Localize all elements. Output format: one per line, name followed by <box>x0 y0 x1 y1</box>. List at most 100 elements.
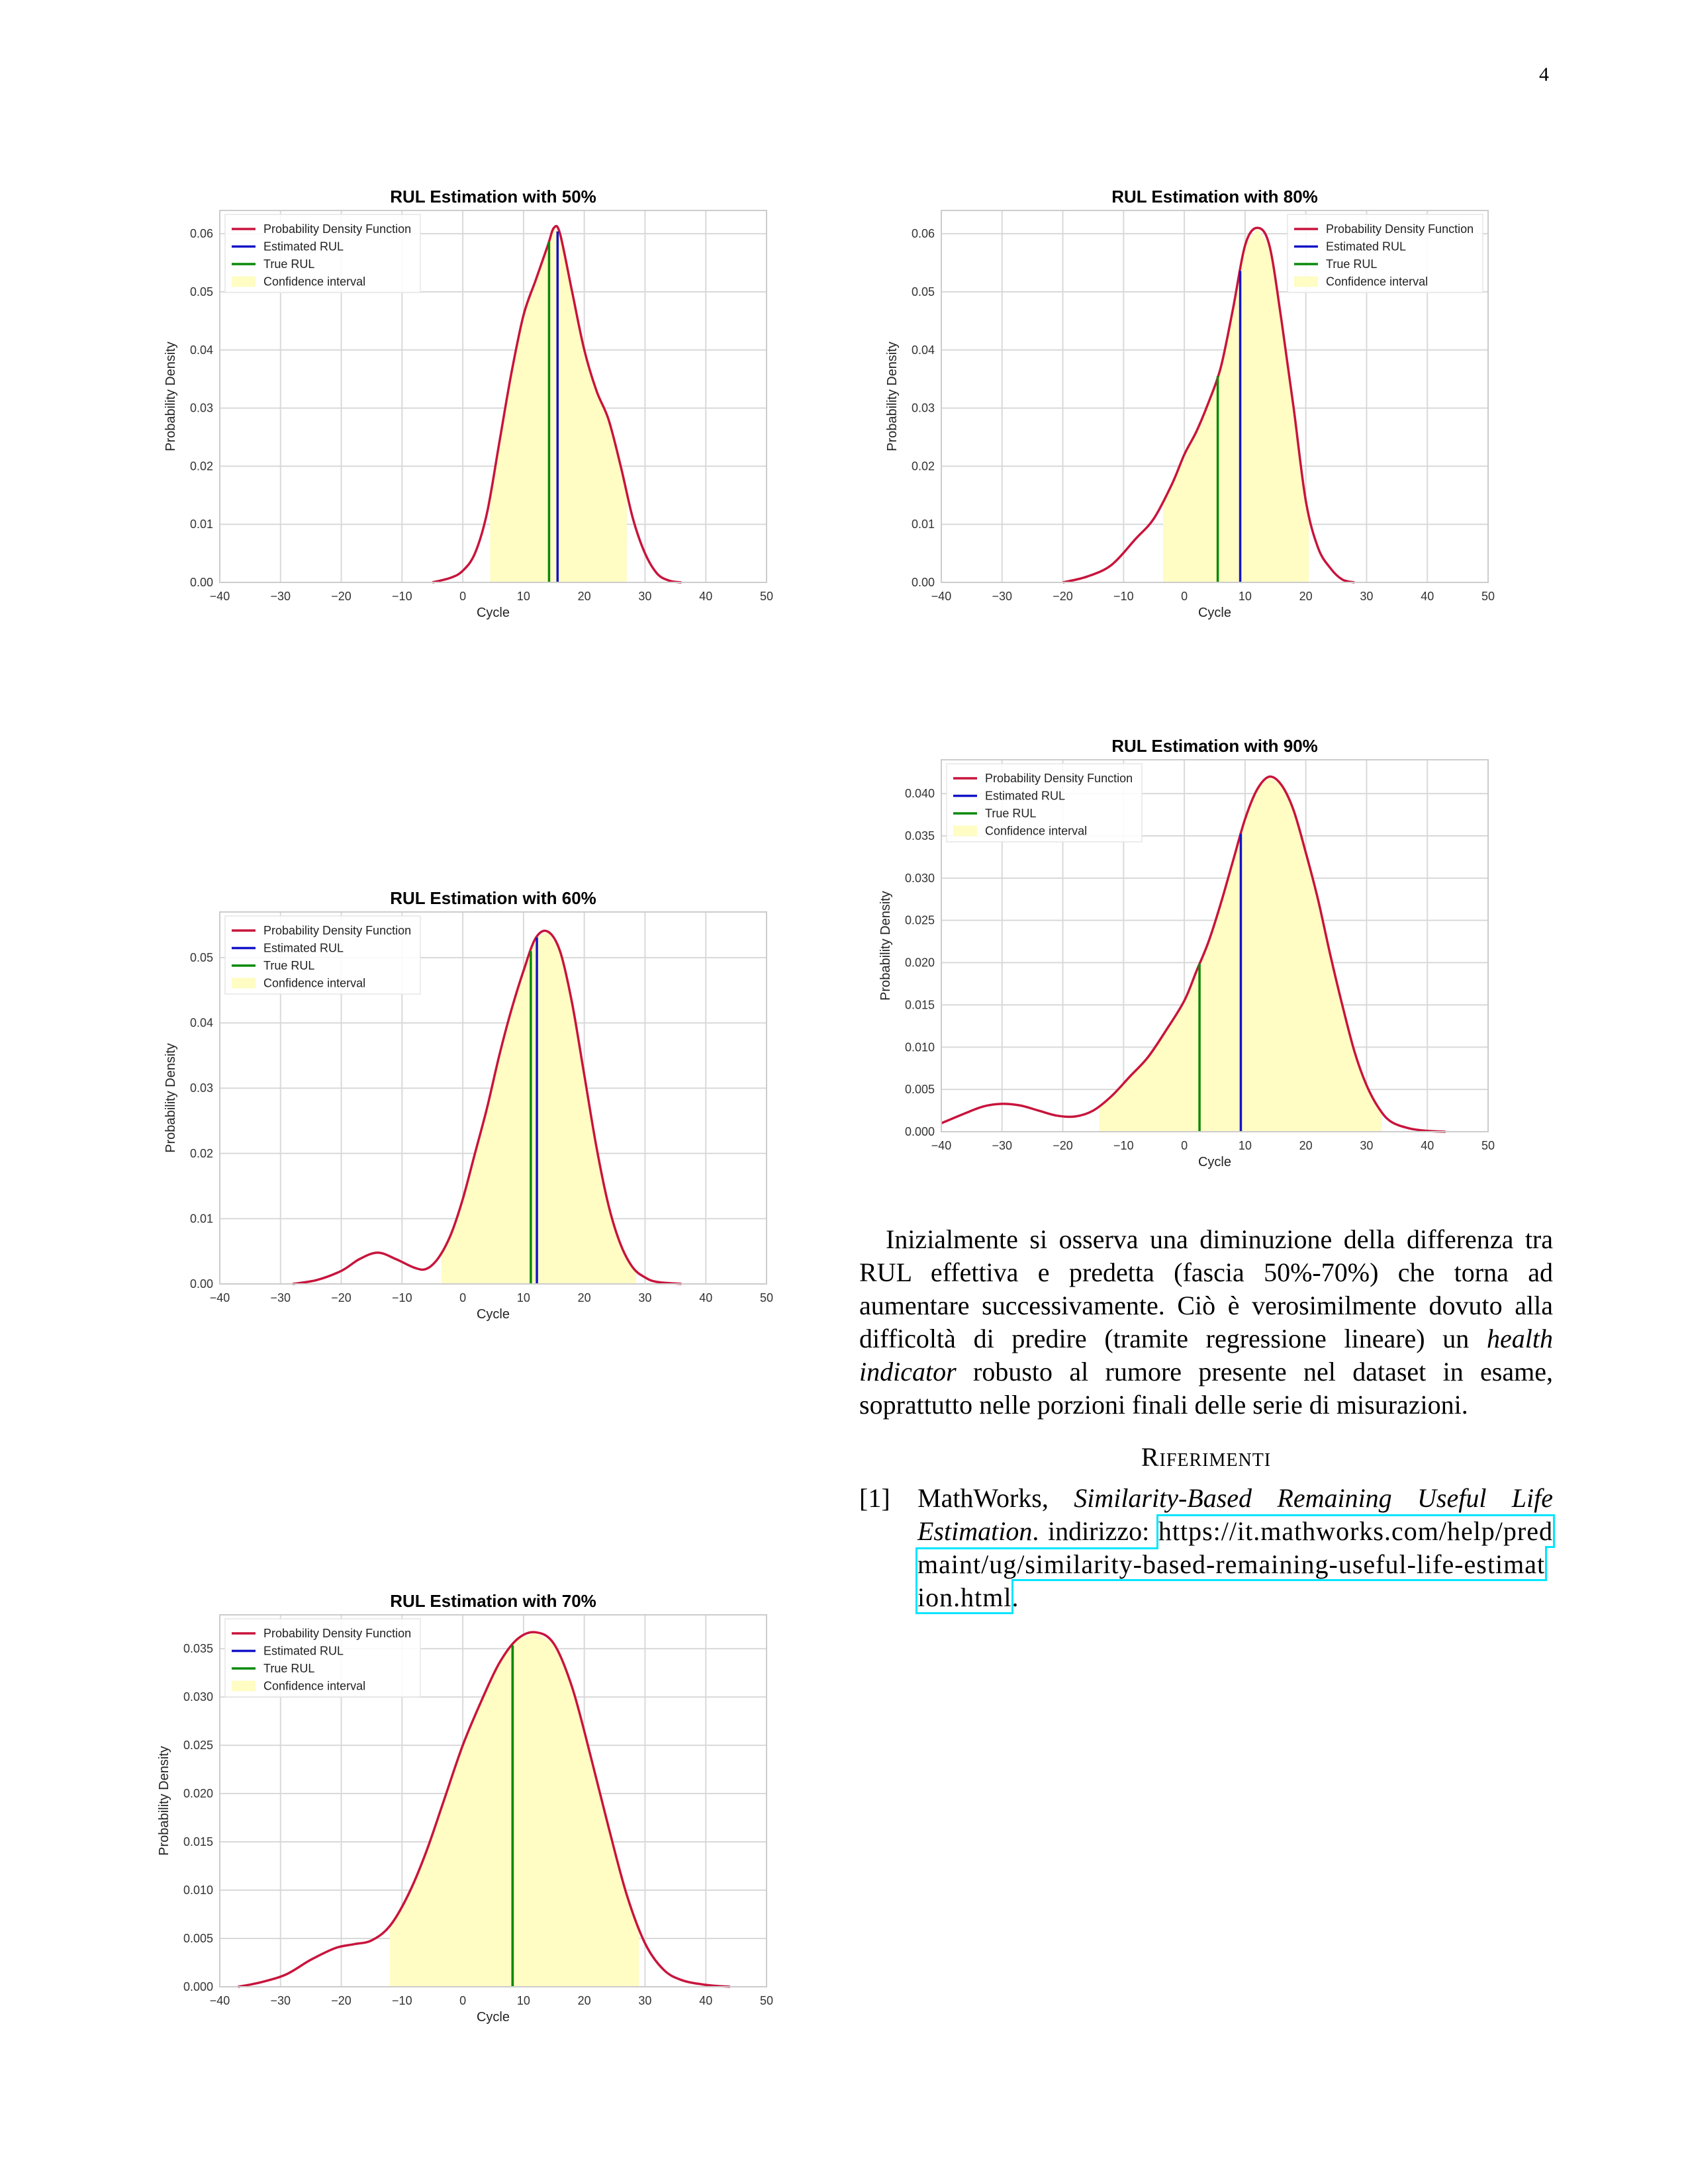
x-tick-label: −20 <box>1053 1139 1073 1152</box>
legend-pdf: Probability Density Function <box>1326 222 1474 236</box>
confidence-interval-area <box>441 933 636 1284</box>
legend-confidence-interval: Confidence interval <box>1326 275 1428 289</box>
x-tick-label: −10 <box>1113 590 1134 603</box>
legend-pdf: Probability Density Function <box>263 924 411 937</box>
references-heading: Riferimenti <box>1141 1442 1272 1472</box>
x-axis-label: Cycle <box>477 1307 510 1322</box>
x-tick-label: 0 <box>1181 590 1188 603</box>
pdf-curve <box>292 929 682 1285</box>
x-tick-label: 40 <box>1421 590 1434 603</box>
x-tick-label: 20 <box>1299 590 1313 603</box>
x-tick-label: −40 <box>210 1994 230 2007</box>
page-number: 4 <box>1539 64 1549 85</box>
plot-frame <box>219 911 767 1285</box>
x-tick-label: −30 <box>271 1994 291 2007</box>
legend-true-rul: True RUL <box>263 959 314 972</box>
legend-box <box>224 915 421 995</box>
x-tick-label: −30 <box>992 590 1013 603</box>
legend-confidence-interval: Confidence interval <box>263 1680 365 1693</box>
y-axis-label: Probability Density <box>885 341 900 451</box>
legend: Probability Density Function Estimated RU… <box>224 1618 421 1698</box>
legend-pdf: Probability Density Function <box>985 772 1133 785</box>
x-tick-label: 50 <box>760 1994 773 2007</box>
x-tick-label: 20 <box>578 590 591 603</box>
plot-frame <box>941 759 1489 1132</box>
x-tick-label: 10 <box>517 1994 530 2007</box>
y-tick-label: 0.030 <box>905 872 935 885</box>
legend-estimated-rul: Estimated RUL <box>263 1645 344 1658</box>
x-tick-label: −40 <box>210 1291 230 1304</box>
y-tick-label: 0.03 <box>912 402 935 415</box>
y-tick-label: 0.030 <box>183 1690 213 1704</box>
legend-estimated-rul: Estimated RUL <box>985 790 1065 803</box>
y-tick-label: 0.010 <box>905 1040 935 1054</box>
x-tick-label: −10 <box>392 1994 412 2007</box>
y-tick-label: 0.035 <box>183 1642 213 1655</box>
y-tick-label: 0.05 <box>912 285 935 298</box>
y-tick-label: 0.015 <box>905 998 935 1011</box>
reference-link[interactable]: https://it.mathworks.com/help/predmaint/… <box>915 1514 1555 1614</box>
pdf-curve <box>432 224 682 584</box>
x-tick-label: 50 <box>1481 590 1495 603</box>
legend: Probability Density Function Estimated RU… <box>224 214 421 293</box>
x-tick-label: −30 <box>992 1139 1013 1152</box>
chart-rul-50: RUL Estimation with 50% −40 −30 −20 −10 0 10 20… <box>164 187 773 620</box>
x-tick-label: −10 <box>1113 1139 1134 1152</box>
x-tick-label: −30 <box>271 590 291 603</box>
y-tick-label: 0.01 <box>190 518 213 531</box>
chart-rul-80: RUL Estimation with 80% −40 −30 −20 −10 0 10 20… <box>885 187 1495 620</box>
y-tick-label: 0.000 <box>183 1980 213 1993</box>
body-text-emph: health indicator <box>859 1324 1553 1387</box>
legend-confidence-interval: Confidence interval <box>985 825 1087 838</box>
body-text-1: Inizialmente si osserva una diminuzione … <box>859 1224 1553 1353</box>
x-tick-label: 20 <box>578 1994 591 2007</box>
legend-box <box>224 1618 421 1698</box>
x-tick-label: 50 <box>760 590 773 603</box>
x-tick-label: 30 <box>638 1291 651 1304</box>
chart-rul-70: RUL Estimation with 70% −40 −30 −20 −10 0 10 20… <box>157 1591 773 2025</box>
chart-title: RUL Estimation with 80% <box>1111 187 1318 206</box>
x-tick-label: 10 <box>517 1291 530 1304</box>
y-tick-label: 0.015 <box>183 1835 213 1848</box>
x-tick-label: −20 <box>331 590 352 603</box>
body-paragraph: Inizialmente si osserva una diminuzione … <box>859 1223 1553 1422</box>
x-tick-label: −20 <box>1053 590 1073 603</box>
x-tick-label: −10 <box>392 1291 412 1304</box>
y-tick-label: 0.000 <box>905 1125 935 1138</box>
y-tick-label: 0.005 <box>905 1083 935 1096</box>
y-tick-label: 0.025 <box>183 1739 213 1752</box>
y-tick-label: 0.040 <box>905 787 935 800</box>
legend-estimated-rul: Estimated RUL <box>263 942 344 955</box>
x-tick-label: −40 <box>210 590 230 603</box>
text-column: Inizialmente si osserva una diminuzione … <box>859 1223 1555 1614</box>
legend-box <box>1287 214 1483 293</box>
x-tick-label: 0 <box>459 590 466 603</box>
x-tick-label: 50 <box>1481 1139 1495 1152</box>
legend: Probability Density Function Estimated RU… <box>224 915 421 995</box>
x-tick-label: 0 <box>459 1291 466 1304</box>
legend: Probability Density Function Estimated RU… <box>946 763 1143 842</box>
y-tick-label: 0.04 <box>190 343 213 357</box>
x-tick-label: 30 <box>1360 590 1373 603</box>
x-axis-label: Cycle <box>477 2010 510 2025</box>
y-tick-label: 0.03 <box>190 402 213 415</box>
legend-estimated-rul: Estimated RUL <box>263 240 344 253</box>
x-tick-label: −20 <box>331 1994 352 2007</box>
chart-title: RUL Estimation with 60% <box>390 888 596 908</box>
x-tick-label: 40 <box>699 590 712 603</box>
pdf-curve <box>941 775 1446 1133</box>
y-tick-label: 0.025 <box>905 914 935 927</box>
legend-swatch <box>232 276 256 287</box>
confidence-interval-area <box>389 1632 639 1987</box>
y-tick-label: 0.05 <box>190 951 213 964</box>
body-text-2: robusto al rumore presente nel dataset i… <box>859 1357 1553 1420</box>
y-tick-label: 0.02 <box>912 459 935 473</box>
x-tick-label: −40 <box>931 1139 952 1152</box>
x-tick-label: 10 <box>517 590 530 603</box>
x-tick-label: −40 <box>931 590 952 603</box>
y-tick-label: 0.04 <box>912 343 935 357</box>
legend-true-rul: True RUL <box>263 257 314 271</box>
y-axis-label: Probability Density <box>164 341 178 451</box>
reference-end: . <box>1011 1582 1019 1612</box>
x-tick-label: 20 <box>1299 1139 1313 1152</box>
